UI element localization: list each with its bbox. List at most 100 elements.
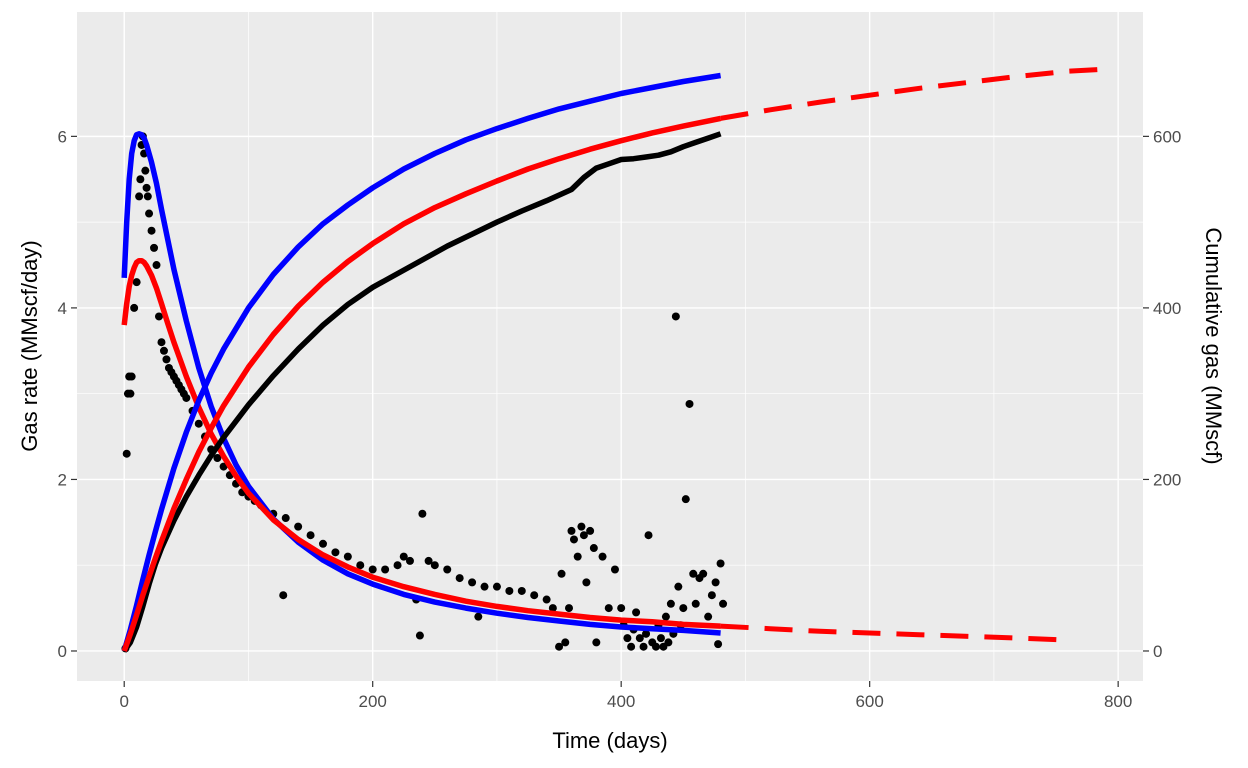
scatter-point [666,599,675,608]
scatter-point [644,531,653,540]
scatter-point [716,559,725,568]
scatter-point [443,565,452,574]
scatter-point [604,604,613,613]
scatter-point [674,582,683,591]
series-line-2 [121,257,721,629]
y-axis-title: Gas rate (MMscf/day) [17,240,42,451]
scatter-point [152,261,161,270]
scatter-point [294,522,303,531]
scatter-point [150,243,159,252]
scatter-point [656,634,665,643]
scatter-point [182,393,191,402]
y2-tick-label: 200 [1153,470,1181,489]
scatter-point [331,548,340,557]
y-tick-label: 6 [58,127,67,146]
scatter-point [627,642,636,651]
y-tick-label: 0 [58,642,67,661]
scatter-point [517,586,526,595]
scatter-point [162,355,171,364]
scatter-point [548,604,557,613]
scatter-point [319,539,327,548]
scatter-point [147,226,156,235]
scatter-point [617,604,626,613]
scatter-point [159,346,168,355]
scatter-point [577,522,586,531]
scatter-point [707,591,716,600]
scatter-point [130,303,139,312]
scatter-point [393,561,402,570]
scatter-point [505,586,514,595]
scatter-point [699,569,708,578]
scatter-point [561,638,570,647]
series-line-5 [121,72,722,652]
scatter-point [542,595,551,604]
scatter-point [424,556,433,565]
scatter-point [569,535,578,544]
scatter-point [565,604,573,613]
x-axis-title: Time (days) [552,728,667,753]
series-line-6 [121,115,722,652]
scatter-point [679,604,688,613]
scatter-point [691,599,700,608]
y-tick-label: 4 [58,299,67,318]
axes: 0 200 400 600 800 0 2 4 6 0 200 400 600 [58,127,1182,711]
scatter-point [642,629,651,638]
scatter-point [623,634,632,643]
data-marks [121,67,1100,653]
plot-panel [77,12,1143,681]
scatter-point [579,531,588,540]
scatter-point [719,599,728,608]
scatter-point [418,509,427,518]
x-tick-label: 200 [359,692,387,711]
grid-minor [77,12,1143,681]
x-tick-label: 800 [1104,692,1132,711]
scatter-point [356,561,365,570]
scatter-point [592,638,601,647]
scatter-point [685,399,694,408]
x-tick-label: 0 [119,692,128,711]
scatter-point [135,192,144,201]
scatter-point [573,552,582,561]
scatter-point [368,565,377,574]
scatter-point [155,312,163,321]
scatter-point [589,544,598,553]
scatter-point [664,638,673,647]
scatter-point [689,569,698,578]
scatter-point [213,454,222,462]
scatter-point [279,591,288,600]
scatter-point [132,278,141,287]
scatter-point [194,419,203,428]
scatter-point [141,166,150,175]
scatter-point [415,631,424,640]
scatter-point [610,565,619,574]
scatter-point [142,183,151,192]
y2-axis-title: Cumulative gas (MMscf) [1201,227,1226,464]
scatter-point [582,578,591,587]
x-tick-label: 600 [855,692,883,711]
scatter-point [681,495,690,504]
y2-tick-label: 400 [1153,299,1181,318]
scatter-point [530,591,539,600]
scatter-point [632,608,641,617]
scatter-point [671,312,680,321]
scatter-point [567,526,576,535]
scatter-point [381,565,390,574]
scatter-point [661,612,670,621]
scatter-point [586,526,595,535]
scatter-point [143,192,152,201]
scatter-point [127,372,136,381]
series-line-7 [720,67,1100,121]
scatter-point [399,552,408,561]
scatter-point [157,338,166,347]
scatter-point [555,642,564,651]
scatter-point [635,634,644,643]
scatter-point [405,556,414,565]
scatter-point [468,578,477,587]
scatter-point [126,389,135,398]
scatter-point [651,642,660,651]
scatter-point [598,552,607,561]
series-line-3 [720,623,1063,643]
scatter-point [430,561,439,570]
scatter-point [711,578,720,587]
